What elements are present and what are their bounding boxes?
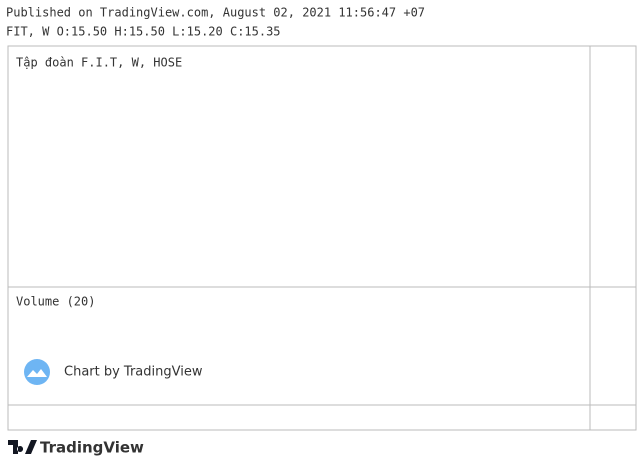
- watermark-icon: [24, 359, 50, 385]
- watermark-glyph: [27, 369, 47, 377]
- watermark-text: Chart by TradingView: [64, 365, 203, 380]
- ohlc-line: FIT, W O:15.50 H:15.50 L:15.20 C:15.35: [6, 25, 281, 39]
- watermark: Chart by TradingView: [24, 359, 203, 385]
- frame: [7, 45, 637, 431]
- logo-text: TradingView: [40, 439, 144, 457]
- logo-glyph: [8, 440, 37, 454]
- footer-logo: TradingView: [8, 439, 144, 457]
- volume-title: Volume (20): [16, 295, 95, 309]
- symbol-title: Tập đoàn F.I.T, W, HOSE: [16, 56, 182, 70]
- published-line: Published on TradingView.com, August 02,…: [6, 6, 425, 20]
